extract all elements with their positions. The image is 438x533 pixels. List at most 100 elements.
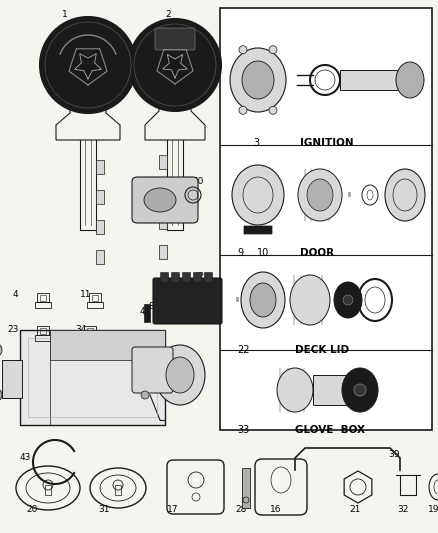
Bar: [50, 330, 165, 360]
Text: 22: 22: [237, 345, 250, 355]
Text: 16: 16: [270, 505, 282, 514]
Ellipse shape: [307, 179, 333, 211]
Ellipse shape: [290, 275, 330, 325]
Bar: [160, 272, 168, 282]
Bar: [220, 8, 432, 430]
Text: 31: 31: [98, 505, 110, 514]
Text: 23: 23: [7, 325, 18, 334]
Bar: [40, 295, 46, 301]
Bar: [96, 160, 104, 174]
Text: 42: 42: [194, 272, 205, 281]
Text: 39: 39: [388, 450, 399, 459]
Text: GLOVE  BOX: GLOVE BOX: [295, 425, 365, 435]
Ellipse shape: [144, 188, 176, 212]
Text: 17: 17: [167, 505, 179, 514]
Text: IGNITION: IGNITION: [300, 138, 353, 148]
Bar: [115, 485, 121, 495]
Ellipse shape: [166, 357, 194, 393]
Ellipse shape: [298, 169, 342, 221]
Circle shape: [129, 19, 221, 111]
Circle shape: [354, 384, 366, 396]
Ellipse shape: [242, 61, 274, 99]
Text: DOOR: DOOR: [300, 248, 334, 258]
Bar: [96, 190, 104, 204]
Bar: [313, 375, 353, 405]
Bar: [244, 225, 272, 233]
Ellipse shape: [277, 368, 313, 412]
Bar: [144, 304, 150, 322]
Bar: [182, 272, 190, 282]
Circle shape: [45, 22, 131, 108]
Bar: [37, 326, 49, 335]
Text: 32: 32: [397, 505, 408, 514]
Text: DECK LID: DECK LID: [295, 345, 349, 355]
Bar: [340, 70, 405, 90]
Text: 43: 43: [20, 453, 32, 462]
Ellipse shape: [396, 62, 424, 98]
Circle shape: [343, 295, 353, 305]
Bar: [35, 302, 51, 308]
Text: 44: 44: [175, 355, 186, 364]
Bar: [171, 272, 179, 282]
Text: 21: 21: [349, 505, 360, 514]
Bar: [84, 326, 96, 335]
Text: II: II: [235, 297, 239, 303]
Circle shape: [40, 17, 136, 113]
Text: II: II: [347, 192, 351, 198]
Ellipse shape: [342, 368, 378, 412]
Bar: [159, 245, 167, 259]
Text: 9: 9: [237, 248, 243, 258]
Ellipse shape: [334, 282, 362, 318]
Bar: [35, 335, 51, 341]
Circle shape: [134, 24, 216, 106]
Bar: [37, 293, 49, 302]
Bar: [96, 220, 104, 234]
Text: 20: 20: [26, 505, 37, 514]
Bar: [96, 250, 104, 264]
Ellipse shape: [155, 345, 205, 405]
Circle shape: [239, 106, 247, 114]
Circle shape: [141, 391, 149, 399]
Ellipse shape: [385, 169, 425, 221]
Text: 8: 8: [148, 302, 154, 311]
Bar: [28, 338, 157, 417]
Text: 45: 45: [140, 307, 152, 316]
Text: 10: 10: [257, 248, 269, 258]
Circle shape: [0, 388, 2, 402]
Bar: [159, 185, 167, 199]
Ellipse shape: [250, 283, 276, 317]
FancyBboxPatch shape: [132, 177, 198, 223]
FancyBboxPatch shape: [132, 347, 173, 393]
Circle shape: [269, 106, 277, 114]
Bar: [159, 155, 167, 169]
Ellipse shape: [232, 165, 284, 225]
Bar: [159, 215, 167, 229]
Text: 11: 11: [80, 290, 92, 299]
FancyBboxPatch shape: [153, 278, 222, 324]
Text: 46: 46: [2, 375, 14, 384]
Circle shape: [0, 343, 2, 357]
Text: 1: 1: [62, 10, 68, 19]
Text: 4: 4: [13, 290, 19, 299]
Bar: [87, 328, 93, 334]
Circle shape: [269, 46, 277, 54]
Text: 2: 2: [165, 10, 171, 19]
Bar: [92, 295, 98, 301]
Bar: [45, 485, 51, 495]
Text: 28: 28: [235, 505, 246, 514]
Ellipse shape: [241, 272, 285, 328]
FancyBboxPatch shape: [155, 28, 195, 50]
Text: 3: 3: [253, 138, 259, 148]
Bar: [204, 272, 212, 282]
Bar: [89, 293, 101, 302]
Bar: [20, 330, 165, 425]
Bar: [82, 335, 98, 341]
Bar: [40, 328, 46, 334]
Bar: [242, 468, 250, 508]
Text: 19: 19: [428, 505, 438, 514]
Text: 34: 34: [75, 325, 86, 334]
Bar: [193, 272, 201, 282]
Bar: [244, 225, 272, 233]
Text: 33: 33: [237, 425, 249, 435]
Text: 40: 40: [193, 177, 205, 186]
